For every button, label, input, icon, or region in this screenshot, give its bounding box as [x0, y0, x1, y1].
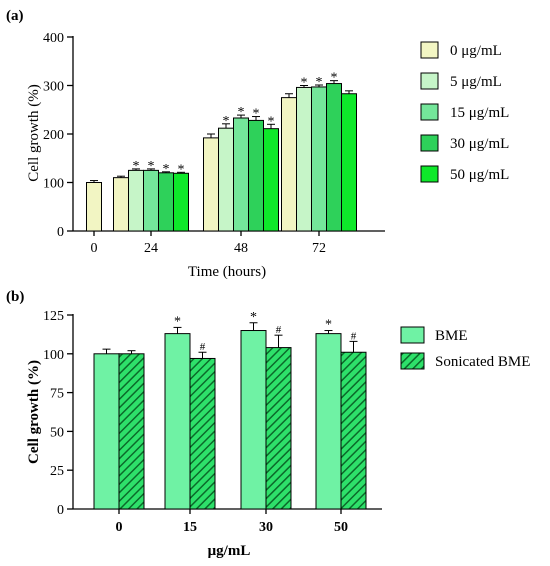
panel-b-significance-mark: * [250, 310, 257, 325]
panel-a-significance-mark: * [133, 159, 140, 174]
panel-a-bar [158, 172, 174, 232]
panel-a-bar-control [86, 182, 102, 232]
panel-a-legend-label: 50 μg/mL [450, 167, 509, 183]
panel-a-y-tick-label: 0 [57, 225, 64, 240]
panel-a-legend-label: 0 μg/mL [450, 43, 502, 59]
panel-a-x-tick-label: 72 [312, 241, 326, 256]
panel-a-label: (a) [6, 8, 24, 24]
panel-b-x-tick-label: 0 [116, 520, 123, 535]
panel-b-x-tick-label: 15 [183, 520, 197, 535]
panel-a-significance-mark: * [331, 71, 338, 86]
panel-a-bar [296, 86, 312, 232]
panel-a-bar [203, 137, 219, 232]
panel-a-bar [248, 119, 264, 232]
panel-a-significance-mark: * [223, 114, 230, 129]
panel-a-legend-swatch [420, 41, 439, 59]
panel-a-bar [143, 169, 159, 232]
panel-b-y-tick-label: 0 [57, 503, 64, 518]
panel-a-x-tick-label: 48 [234, 241, 248, 256]
panel-b-bar [189, 357, 216, 510]
panel-b-bar [340, 351, 367, 510]
panel-a-chart: 0 100 200 300 400 0 * * * * 24 * * * * 48 * * * 72 0 μg/mL 5 … [43, 31, 509, 256]
panel-b-bar [164, 333, 191, 510]
panel-b-legend-label: BME [435, 328, 468, 344]
panel-a-significance-mark: * [301, 76, 308, 91]
panel-b-y-tick-label: 25 [50, 464, 64, 479]
panel-b-x-tick-label: 30 [259, 520, 273, 535]
panel-a-legend-swatch [420, 72, 439, 90]
panel-b-y-tick-label: 100 [43, 348, 64, 363]
panel-a-legend-swatch [420, 103, 439, 121]
panel-b-chart: 0 25 50 75 100 125 0 * #15 * #30 * #50 BME Sonicated B… [43, 309, 530, 535]
panel-a-y-tick-label: 300 [43, 80, 64, 95]
panel-b-legend-swatch [400, 352, 425, 370]
panel-b-bar [118, 353, 145, 510]
panel-b-x-axis-title: μg/mL [208, 543, 251, 559]
panel-a-bar [218, 127, 234, 232]
panel-b-x-tick-label: 50 [334, 520, 348, 535]
panel-a-y-tick-label: 400 [43, 31, 64, 46]
panel-a-y-axis-title: Cell growth (%) [26, 84, 42, 181]
panel-b-y-tick-label: 125 [43, 309, 64, 324]
panel-a-bar [113, 177, 129, 232]
panel-b-legend-label: Sonicated BME [435, 354, 530, 370]
panel-b-significance-mark: * [325, 318, 332, 333]
panel-b-bar [240, 330, 267, 510]
panel-b-bar [265, 347, 292, 510]
panel-a-significance-mark: * [148, 159, 155, 174]
panel-a-legend-swatch [420, 134, 439, 152]
panel-a-x-tick-label: 24 [144, 241, 158, 256]
panel-a-bar [263, 128, 279, 232]
panel-a-y-tick-label: 100 [43, 177, 64, 192]
panel-b-label: (b) [6, 289, 24, 305]
panel-b-bar [315, 333, 342, 510]
panel-a-bar [128, 169, 144, 232]
panel-b-bar [93, 353, 120, 510]
panel-a-x-tick-label: 0 [91, 241, 98, 256]
panel-a-bar [173, 172, 189, 232]
panel-b-significance-mark: # [276, 324, 282, 336]
panel-b-y-axis-title: Cell growth (%) [26, 360, 42, 464]
panel-a-significance-mark: * [253, 107, 260, 122]
panel-b-y-tick-label: 75 [50, 387, 64, 402]
panel-a-legend-label: 15 μg/mL [450, 105, 509, 121]
panel-a-significance-mark: * [268, 114, 275, 129]
panel-b-y-tick-label: 50 [50, 425, 64, 440]
panel-a-significance-mark: * [316, 75, 323, 90]
panel-b-significance-mark: # [351, 330, 357, 342]
panel-b-significance-mark: * [174, 314, 181, 329]
panel-a-y-tick-label: 200 [43, 128, 64, 143]
panel-a-bar [311, 86, 327, 232]
panel-a-bar [233, 117, 249, 232]
panel-b-legend-swatch [400, 326, 425, 344]
panel-a-legend-swatch [420, 165, 439, 183]
panel-a-legend-label: 30 μg/mL [450, 136, 509, 152]
panel-a-bar [341, 93, 357, 232]
panel-a-bar [326, 83, 342, 232]
panel-a-x-axis-title: Time (hours) [188, 264, 266, 280]
panel-a-significance-mark: * [163, 162, 170, 177]
panel-a-significance-mark: * [178, 162, 185, 177]
panel-a-significance-mark: * [238, 105, 245, 120]
panel-a-bar [281, 97, 297, 232]
panel-a-legend-label: 5 μg/mL [450, 74, 502, 90]
panel-b-significance-mark: # [200, 341, 206, 353]
